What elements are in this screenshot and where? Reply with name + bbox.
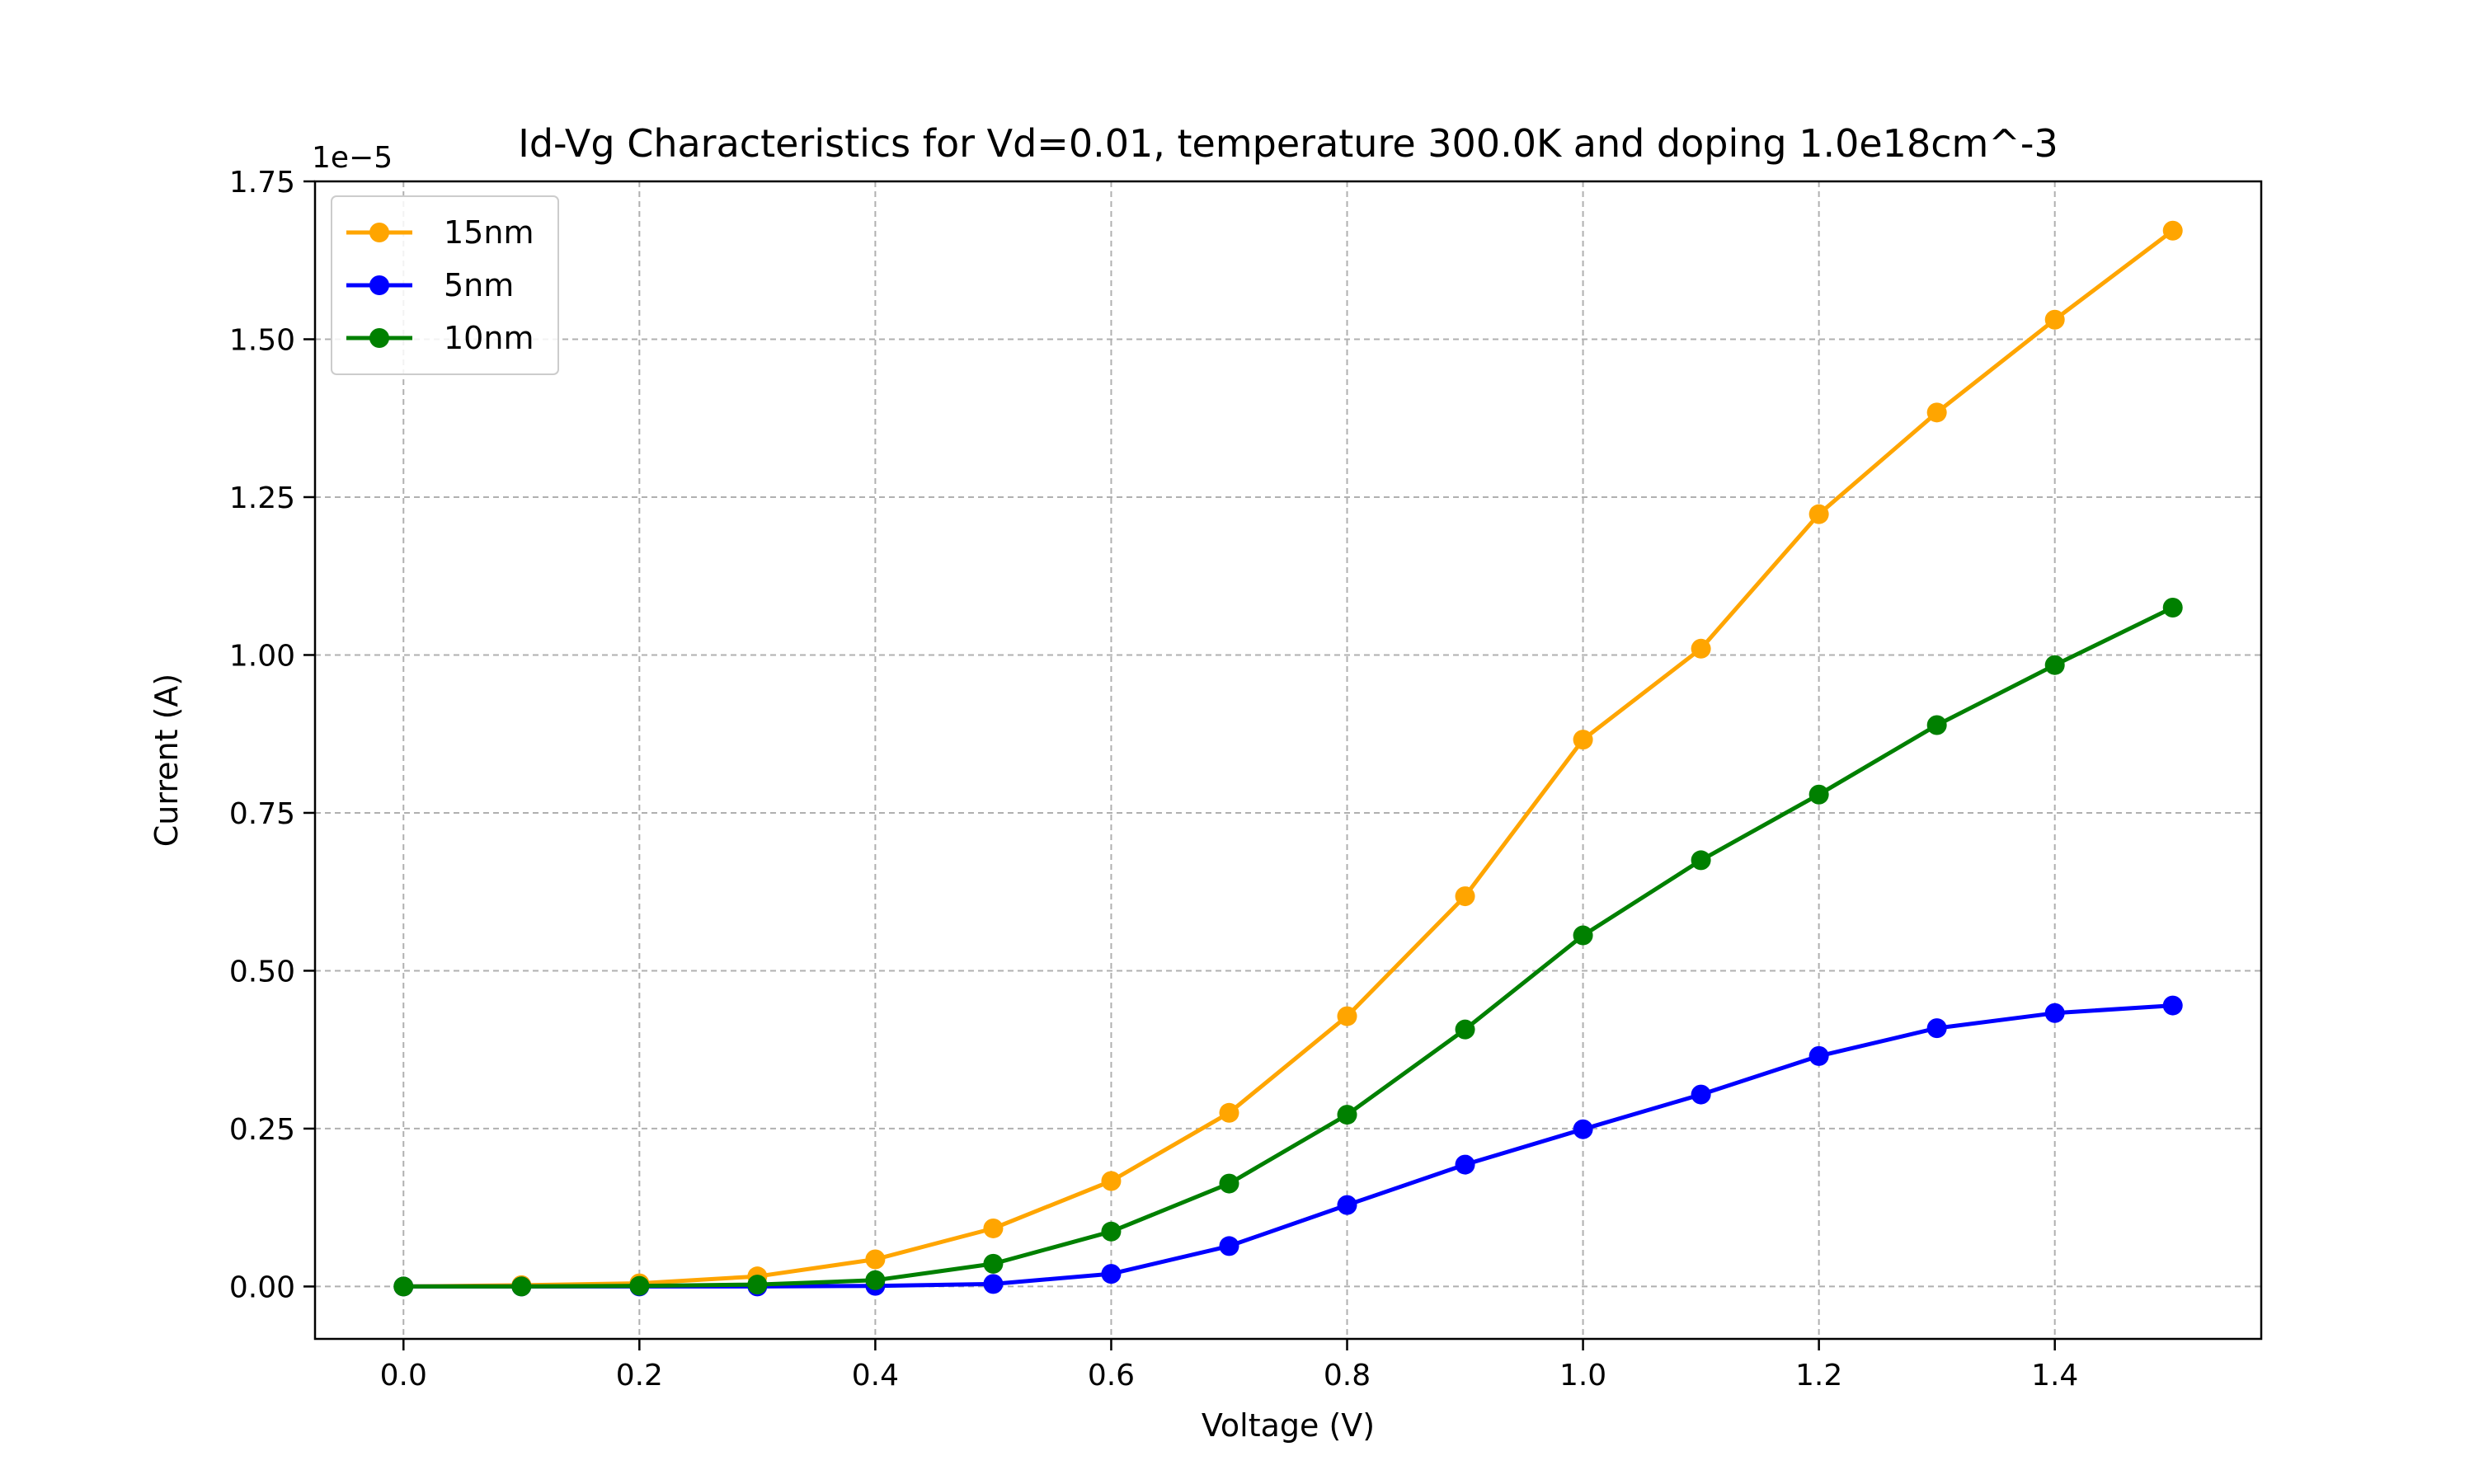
- y-tick-label: 1.25: [229, 481, 295, 515]
- data-point: [1808, 504, 1829, 524]
- x-tick-label: 1.0: [1559, 1359, 1606, 1392]
- x-tick-label: 0.4: [852, 1359, 899, 1392]
- series-10nm: [393, 598, 2183, 1297]
- data-point: [1219, 1102, 1239, 1123]
- chart-title: Id-Vg Characteristics for Vd=0.01, tempe…: [518, 121, 2058, 166]
- data-point: [393, 1276, 414, 1297]
- data-point: [1101, 1171, 1122, 1191]
- data-point: [1573, 1119, 1593, 1139]
- data-point: [1573, 730, 1593, 750]
- x-tick-label: 1.2: [1795, 1359, 1842, 1392]
- data-point: [2044, 655, 2065, 675]
- legend: 15nm 5nm 10nm: [331, 195, 559, 375]
- legend-item: 10nm: [346, 320, 534, 356]
- legend-swatch-marker: [369, 328, 389, 348]
- x-tick-label: 0.0: [380, 1359, 427, 1392]
- x-axis-label: Voltage (V): [1202, 1407, 1375, 1444]
- y-tick-label: 1.75: [229, 166, 295, 200]
- y-tick-label: 0.75: [229, 797, 295, 831]
- data-point: [1691, 638, 1711, 659]
- data-point: [2162, 220, 2183, 241]
- data-point: [1455, 1019, 1475, 1040]
- data-point: [1926, 715, 1947, 735]
- x-tick-label: 0.6: [1088, 1359, 1135, 1392]
- series-layer: [393, 220, 2183, 1297]
- axis-ticks: 0.0 0.2 0.4 0.6 0.8 1.0 1.2 1.4 0.00 0.25 0.50 0.75…: [229, 166, 2078, 1392]
- data-point: [1926, 402, 1947, 423]
- data-point: [629, 1275, 650, 1296]
- legend-item: 5nm: [346, 267, 514, 303]
- data-point: [2162, 995, 2183, 1016]
- series-line: [403, 228, 2175, 1289]
- legend-swatch-marker: [369, 275, 389, 295]
- data-point: [983, 1253, 1004, 1274]
- legend-label: 10nm: [444, 320, 534, 356]
- data-point: [865, 1249, 886, 1270]
- data-point: [1101, 1221, 1122, 1242]
- y-tick-label: 1.50: [229, 323, 295, 357]
- data-point: [1337, 1105, 1357, 1125]
- data-point: [865, 1270, 886, 1290]
- x-tick-label: 0.2: [616, 1359, 663, 1392]
- legend-label: 5nm: [444, 267, 514, 303]
- series-line: [403, 605, 2174, 1289]
- data-point: [1808, 784, 1829, 805]
- y-tick-label: 1.00: [229, 639, 295, 673]
- data-point: [2162, 598, 2183, 618]
- data-point: [1337, 1195, 1357, 1215]
- data-point: [983, 1218, 1004, 1238]
- x-tick-label: 0.8: [1324, 1359, 1371, 1392]
- data-point: [1808, 1045, 1829, 1066]
- data-point: [1691, 1084, 1711, 1105]
- data-point: [983, 1274, 1004, 1294]
- data-point: [511, 1276, 532, 1297]
- data-point: [1101, 1264, 1122, 1284]
- legend-item: 15nm: [346, 214, 534, 251]
- data-point: [1455, 886, 1475, 907]
- data-point: [1455, 1154, 1475, 1175]
- data-point: [1691, 850, 1711, 871]
- data-point: [1219, 1236, 1239, 1256]
- y-axis-offset-label: 1e−5: [312, 141, 393, 175]
- legend-box: [331, 195, 559, 375]
- legend-label: 15nm: [444, 214, 534, 251]
- data-point: [1219, 1173, 1239, 1194]
- data-point: [1337, 1006, 1357, 1026]
- legend-swatch-marker: [369, 223, 389, 242]
- y-tick-label: 0.00: [229, 1270, 295, 1304]
- y-tick-label: 0.25: [229, 1113, 295, 1147]
- plot-frame: [313, 180, 2263, 1341]
- data-point: [2044, 309, 2065, 330]
- y-tick-label: 0.50: [229, 955, 295, 989]
- data-point: [1926, 1018, 1947, 1039]
- x-tick-label: 1.4: [2031, 1359, 2078, 1392]
- data-point: [2044, 1003, 2065, 1023]
- y-axis-label: Current (A): [148, 674, 185, 847]
- data-point: [1573, 925, 1593, 946]
- data-point: [747, 1275, 768, 1295]
